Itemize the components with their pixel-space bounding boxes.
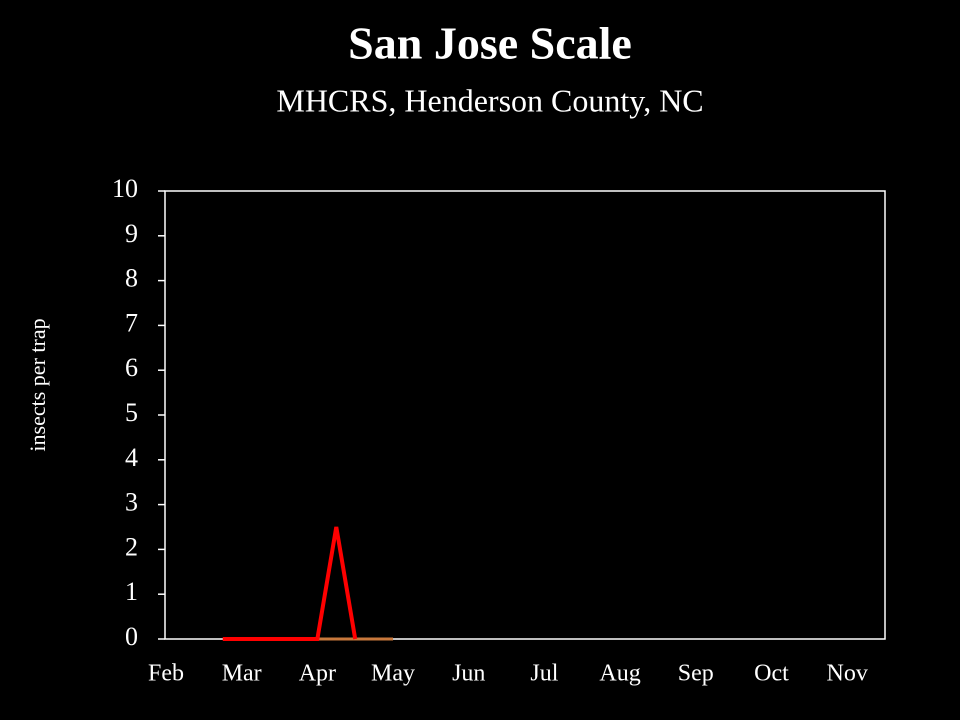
chart-subtitle: MHCRS, Henderson County, NC [276,82,703,118]
x-tick-label: Sep [678,661,714,687]
y-tick-label: 6 [125,353,138,382]
y-axis-label: insects per trap [25,318,50,451]
x-tick-label: Apr [299,661,336,687]
y-tick-label: 7 [125,308,138,337]
y-tick-label: 1 [125,577,138,606]
chart-title: San Jose Scale [348,18,632,69]
y-tick-label: 5 [125,398,138,427]
x-tick-label: Jun [452,661,485,687]
y-tick-label: 8 [125,264,138,293]
x-tick-label: Feb [148,661,184,687]
x-tick-label: Mar [222,661,262,687]
x-tick-label: Aug [599,661,640,687]
y-tick-label: 4 [125,443,138,472]
series-line [222,526,358,641]
x-tick-label: Nov [826,661,867,687]
y-tick-label: 3 [125,488,138,517]
x-tick-label: Oct [754,661,789,687]
y-tick-label: 0 [125,622,138,651]
y-tick-label: 10 [112,174,138,203]
y-tick-label: 9 [125,219,138,248]
x-tick-label: Jul [530,661,558,687]
y-tick-label: 2 [125,532,138,561]
x-tick-label: May [371,661,415,687]
